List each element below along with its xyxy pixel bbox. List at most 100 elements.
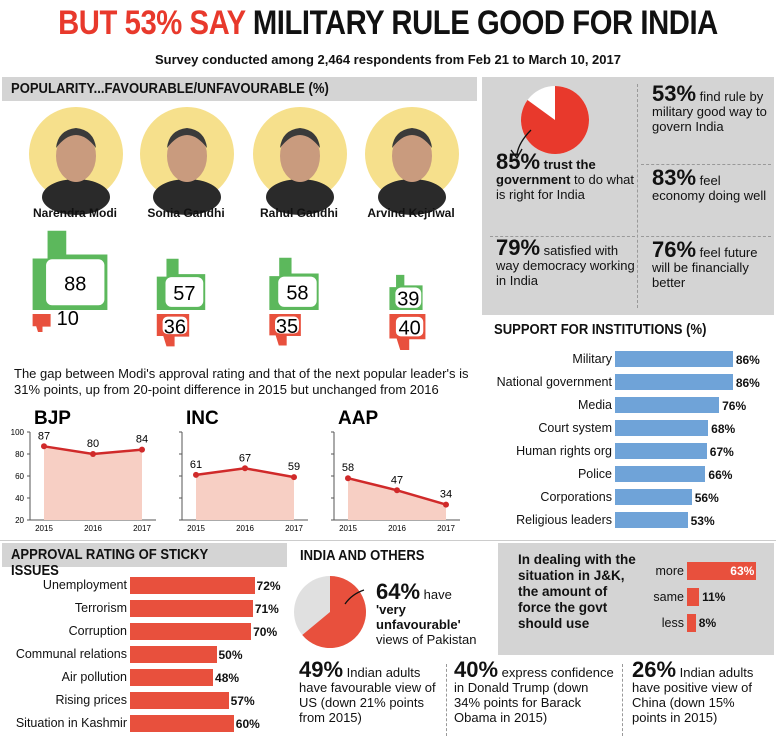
trust-pie: [510, 86, 589, 160]
favourable-value: 88: [64, 273, 86, 295]
x-tick-label: 2017: [437, 524, 455, 533]
institution-value: 76%: [722, 399, 747, 413]
institution-bar: [615, 512, 688, 528]
jk-question: In dealing with the situation in J&K, th…: [518, 552, 636, 631]
stat-china-text: Indian adults have positive view of Chin…: [632, 665, 754, 725]
title-highlight: BUT 53% SAY: [58, 4, 246, 42]
trend-value-label: 67: [239, 452, 251, 464]
trend-area: [348, 478, 446, 520]
thumbs-up-label-box: [395, 287, 422, 308]
stat-trust: 85% trust the government to do what is r…: [496, 151, 636, 203]
stat-china-pct: 26%: [632, 657, 677, 682]
issue-value: 50%: [218, 648, 243, 662]
institution-bar: [615, 489, 692, 505]
stat-china: 26% Indian adults have positive view of …: [632, 659, 772, 726]
trend-value-label: 84: [136, 434, 148, 446]
issue-value: 72%: [256, 579, 281, 593]
pakistan-arrow: [344, 589, 365, 605]
stats-divider-v: [637, 84, 638, 308]
leader-name: Narendra Modi: [32, 206, 117, 220]
trend-value-label: 87: [38, 430, 50, 442]
subtitle: Survey conducted among 2,464 respondents…: [155, 52, 621, 67]
issue-bar: [130, 669, 214, 686]
stat-future-text: feel future will be financially better: [652, 245, 758, 290]
institution-value: 68%: [711, 422, 736, 436]
trend-chart-aap: AAP 58 2015 47 2016 34 2017: [331, 408, 460, 533]
stats-divider-h3: [641, 236, 771, 237]
popularity-header-bar: POPULARITY...FAVOURABLE/UNFAVOURABLE (%): [2, 77, 477, 101]
issue-bar: [130, 577, 255, 594]
stat-future: 76% feel future will be financially bett…: [652, 239, 770, 291]
thumbs-down-label-box: [162, 316, 188, 335]
jk-value: 63%: [730, 564, 755, 578]
trend-point: [291, 474, 297, 481]
institution-label: Religious leaders: [516, 513, 612, 527]
jk-bar: [687, 562, 757, 580]
issue-label: Unemployment: [42, 578, 127, 592]
pakistan-pie: [294, 576, 366, 648]
jk-label: more: [655, 564, 684, 578]
institution-label: Corporations: [540, 490, 612, 504]
leader-shoulders: [153, 179, 221, 215]
issue-bar: [130, 646, 217, 663]
y-tick-label: 80: [15, 450, 24, 459]
leader-shoulders: [266, 179, 334, 215]
trend-point: [443, 501, 449, 508]
leader-shoulders: [42, 179, 110, 215]
trend-point: [193, 471, 199, 478]
institution-label: Police: [577, 467, 612, 481]
institution-value: 86%: [735, 353, 760, 367]
leader-name: Sonia Gandhi: [147, 206, 225, 220]
trend-value-label: 59: [288, 461, 300, 473]
leader-face: [280, 130, 320, 182]
leader-name: Arvind Kejriwal: [367, 206, 455, 220]
bottom-divider: [0, 540, 776, 541]
jk-value: 11%: [702, 590, 726, 604]
institution-bar: [615, 374, 733, 390]
trend-value-label: 61: [190, 459, 202, 471]
trend-point: [394, 487, 400, 494]
stat-military-text: find rule by military good way to govern…: [652, 89, 767, 134]
trend-point: [41, 443, 47, 450]
stat-trust-text: to do what is right for India: [496, 172, 635, 202]
favourable-value: 39: [397, 289, 419, 311]
trend-title: AAP: [338, 408, 378, 429]
jk-label: less: [661, 616, 684, 630]
unfavourable-value: 40: [398, 318, 420, 340]
institution-value: 67%: [709, 445, 734, 459]
stat-trump-text: express confidence in Donald Trump (down…: [454, 665, 614, 725]
y-tick-label: 60: [15, 472, 24, 481]
trend-chart-bjp: BJP 20 40 60 80 100 87 2015 80 2016 84 2017: [11, 408, 156, 533]
leader-1: 57 36: [140, 107, 234, 347]
leader-2: 58 35: [253, 107, 347, 346]
leader-shoulders: [378, 179, 446, 215]
thumbs-down-label-box: [275, 316, 299, 334]
popularity-header: POPULARITY...FAVOURABLE/UNFAVOURABLE (%): [11, 81, 329, 97]
institution-label: Court system: [538, 421, 612, 435]
x-tick-label: 2017: [133, 524, 151, 533]
x-tick-label: 2016: [84, 524, 102, 533]
thumbs-down-icon: [32, 314, 51, 332]
institution-bar: [615, 466, 706, 482]
y-tick-label: 20: [15, 516, 24, 525]
issue-label: Corruption: [68, 624, 127, 638]
institution-bar: [615, 397, 720, 413]
page-title: BUT 53% SAY MILITARY RULE GOOD FOR INDIA: [54, 4, 721, 43]
institution-value: 86%: [735, 376, 760, 390]
institution-value: 56%: [694, 491, 719, 505]
stat-trump-pct: 40%: [454, 657, 499, 682]
stat-us-pct: 49%: [299, 657, 344, 682]
stats-divider-h2: [490, 236, 635, 237]
pakistan-pie-slice: [302, 576, 366, 648]
stat-pakistan-pct: 64%: [376, 579, 421, 604]
stat-democracy-pct: 79%: [496, 235, 541, 260]
jk-panel: [498, 543, 774, 655]
institution-value: 53%: [690, 514, 715, 528]
party-trend-charts: BJP 20 40 60 80 100 87 2015 80 2016 84 2017 INC 61 201…: [11, 408, 460, 533]
trend-point: [90, 451, 96, 457]
stat-future-pct: 76%: [652, 237, 697, 262]
bottom-divider-1: [446, 664, 447, 736]
y-tick-label: 40: [15, 494, 24, 503]
issue-label: Rising prices: [55, 693, 127, 707]
